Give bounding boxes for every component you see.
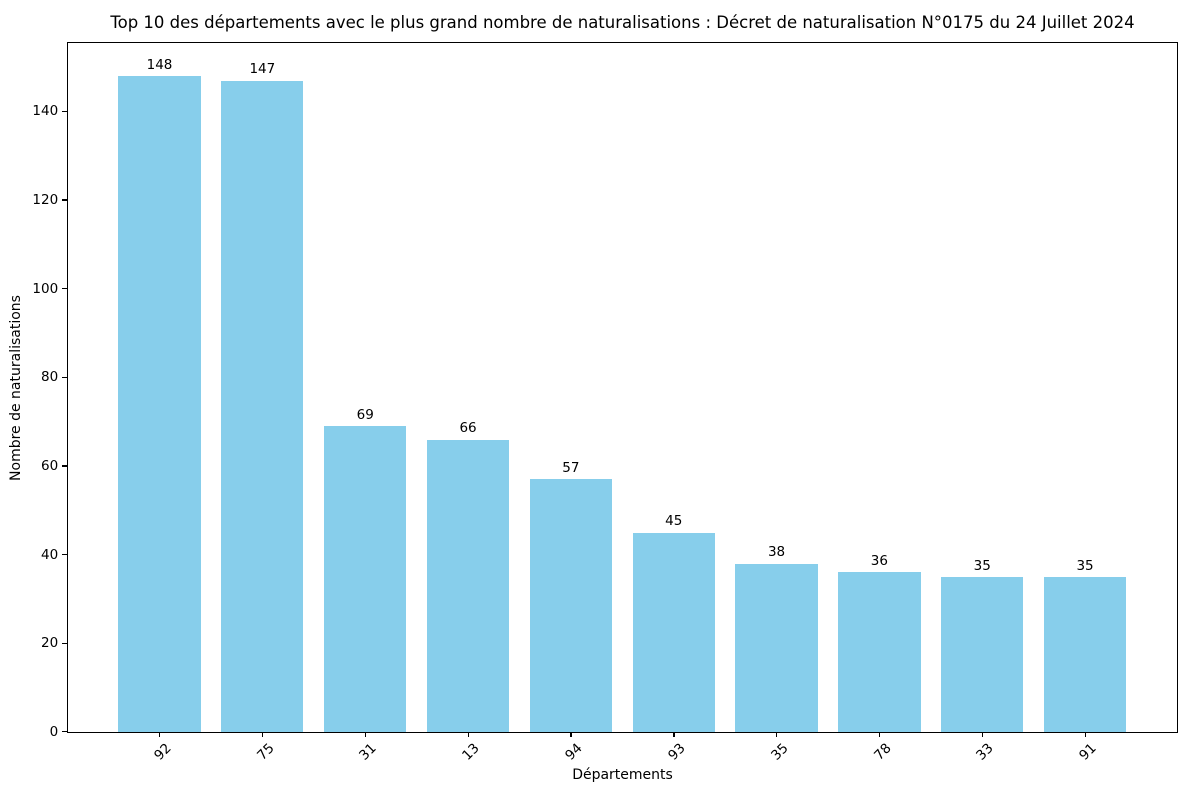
bar-value-label: 36 <box>870 553 888 570</box>
y-tick-label: 20 <box>41 635 59 652</box>
bar-33 <box>941 576 1024 732</box>
bar-value-label: 147 <box>249 61 276 78</box>
bar-value-label: 35 <box>973 557 991 574</box>
y-tick-label: 0 <box>49 723 59 740</box>
bar-value-label: 45 <box>665 513 683 530</box>
bar-94 <box>529 479 612 732</box>
bar-92 <box>118 76 201 732</box>
bar-78 <box>838 572 921 732</box>
bar-91 <box>1043 576 1127 732</box>
bar-31 <box>324 426 407 732</box>
bar-35 <box>735 563 818 732</box>
bar-13 <box>426 439 510 732</box>
bar-value-label: 69 <box>356 406 374 423</box>
bar-value-label: 66 <box>459 420 477 437</box>
bar-value-label: 35 <box>1076 557 1094 574</box>
bar-value-label: 38 <box>767 544 786 561</box>
bar-value-label: 148 <box>146 56 173 73</box>
plot-area: 148 147 69 66 57 45 38 36 35 35 <box>67 42 1178 733</box>
chart-title: Top 10 des départements avec le plus gra… <box>110 13 1135 32</box>
x-axis-label: Départements <box>572 767 673 783</box>
y-tick-label: 140 <box>32 103 59 120</box>
bar-93 <box>632 532 715 732</box>
y-tick-label: 40 <box>41 546 59 563</box>
bar-value-label: 57 <box>562 460 580 477</box>
y-tick-label: 120 <box>32 192 59 209</box>
y-axis-label: Nombre de naturalisations <box>8 295 24 481</box>
bar-75 <box>221 80 304 732</box>
